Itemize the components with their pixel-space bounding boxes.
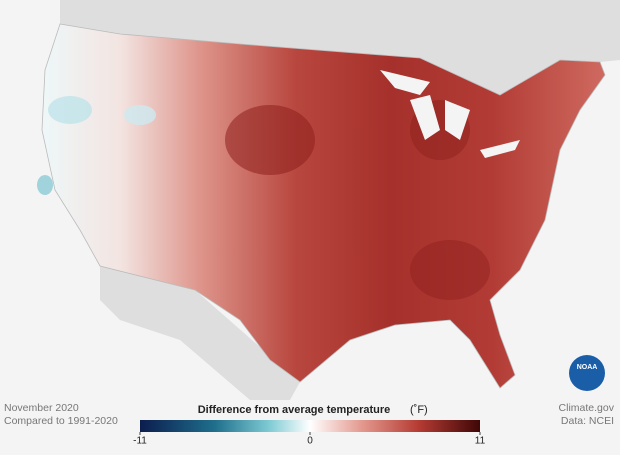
cool-anomaly [48,96,92,124]
date: November 2020 [4,402,79,414]
scale-tick-label: -11 [133,436,147,447]
baseline: Compared to 1991-2020 [4,415,118,427]
cool-anomaly [37,175,53,195]
legend-unit: (˚F) [410,404,428,416]
scale-tick-label: 0 [307,436,313,447]
warm-anomaly [410,240,490,300]
great-lakes [380,70,520,158]
warm-anomaly [225,105,315,175]
mexico [100,266,300,400]
credit: Climate.gov [559,402,615,414]
legend-title: Difference from average temperature [198,404,391,416]
logo-text: NOAA [577,364,598,371]
cool-anomaly [124,105,156,125]
scale-tick-label: 11 [475,436,486,447]
color-scale [140,420,480,432]
logo [569,355,605,391]
source: Data: NCEI [561,415,614,427]
canada [60,0,620,95]
